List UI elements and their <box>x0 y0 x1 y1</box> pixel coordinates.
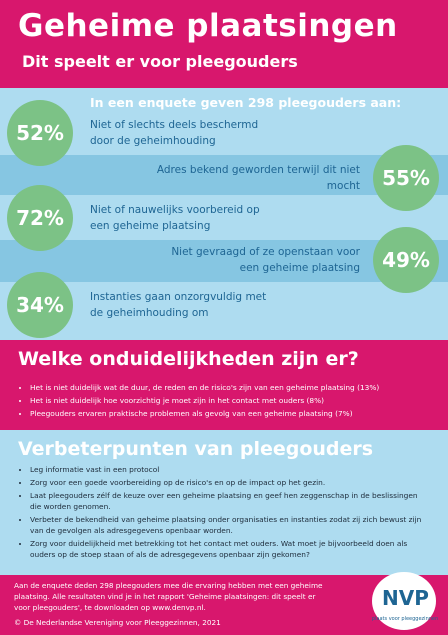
survey-section: In een enquete geven 298 pleegouders aan… <box>0 88 448 340</box>
subtitle: Dit speelt er voor pleegouders <box>22 52 298 71</box>
section-title: Verbeterpunten van pleegouders <box>18 438 374 460</box>
bullet: Het is niet duidelijk wat de duur, de re… <box>30 382 448 393</box>
percent-circle: 52% <box>7 100 73 166</box>
improvements-section: Verbeterpunten van pleegouders Leg infor… <box>0 430 448 575</box>
bullet: Zorg voor duidelijkheid met betrekking t… <box>30 538 430 560</box>
section-title: Welke onduidelijkheden zijn er? <box>18 348 359 370</box>
survey-item-text: Niet of nauwelijks voorbereid op een geh… <box>90 204 260 232</box>
bullet: Het is niet duidelijk hoe voorzichtig je… <box>30 395 448 406</box>
bullet: Laat pleegouders zélf de keuze over een … <box>30 490 430 512</box>
percent-circle: 49% <box>373 227 439 293</box>
copyright: © De Nederlandse Vereniging voor Pleegge… <box>14 618 221 627</box>
percent-circle: 55% <box>373 145 439 211</box>
bullet-list: Leg informatie vast in een protocol Zorg … <box>16 464 430 562</box>
percent-circle: 34% <box>7 272 73 338</box>
bullet: Verbeter de bekendheid van geheime plaat… <box>30 514 430 536</box>
bullet: Leg informatie vast in een protocol <box>30 464 430 475</box>
bullet-list: Het is niet duidelijk wat de duur, de re… <box>16 382 448 421</box>
bullet: Pleegouders ervaren praktische problemen… <box>30 408 448 419</box>
logo-text: NVP <box>382 586 429 610</box>
logo-tagline: plaats voor pleeggezinnen <box>371 616 439 622</box>
footer-text: Aan de enquete deden 298 pleegouders mee… <box>14 581 323 612</box>
survey-item-text: Instanties gaan onzorgvuldig met de gehe… <box>90 291 267 319</box>
survey-item-text: Adres bekend geworden terwijl dit niet m… <box>156 164 360 192</box>
survey-item-text: Niet of slechts deels beschermd door de … <box>90 119 259 147</box>
percent-circle: 72% <box>7 185 73 251</box>
logo: NVP plaats voor pleeggezinnen <box>372 572 438 630</box>
survey-intro: In een enquete geven 298 pleegouders aan… <box>90 95 402 110</box>
title: Geheime plaatsingen <box>18 8 398 44</box>
survey-item-text: Niet gevraagd of ze openstaan voor een g… <box>171 246 360 274</box>
bullet: Zorg voor een goede voorbereiding op de … <box>30 477 430 488</box>
